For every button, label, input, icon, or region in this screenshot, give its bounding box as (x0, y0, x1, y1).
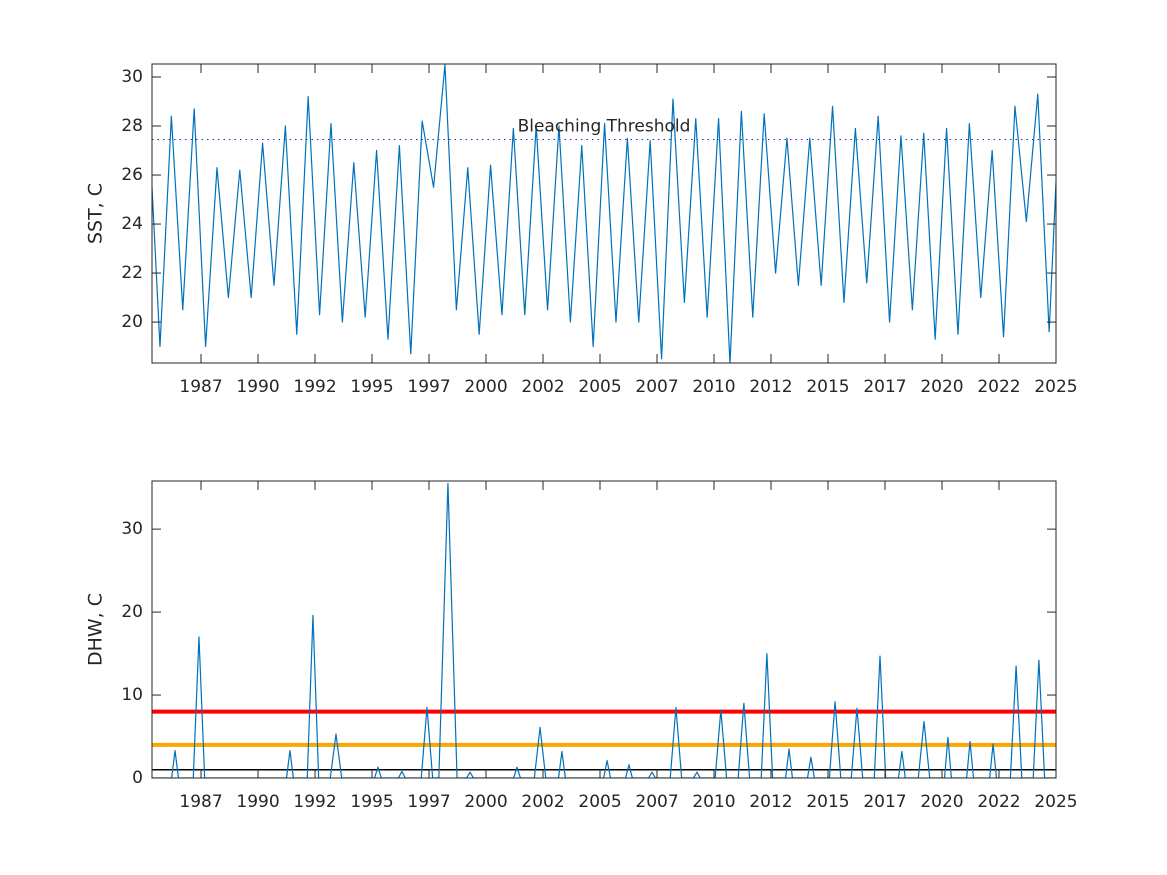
x-tick-label: 2020 (920, 377, 963, 397)
x-tick-label: 2022 (977, 792, 1020, 812)
y-tick-label: 0 (132, 768, 143, 788)
x-tick-label: 1995 (350, 792, 393, 812)
x-tick-label: 1997 (407, 792, 450, 812)
y-tick-label: 20 (121, 312, 143, 332)
x-tick-label: 2012 (749, 792, 792, 812)
y-tick-label: 28 (121, 116, 143, 136)
x-tick-label: 1990 (236, 377, 279, 397)
x-tick-label: 1987 (179, 377, 222, 397)
x-tick-label: 1987 (179, 792, 222, 812)
x-tick-label: 1997 (407, 377, 450, 397)
plot-area (152, 482, 1056, 778)
x-tick-label: 2022 (977, 377, 1020, 397)
annotation: Bleaching Threshold (518, 116, 691, 136)
x-tick-label: 2007 (635, 377, 678, 397)
axes-box (151, 480, 1057, 779)
y-tick-label: 26 (121, 165, 143, 185)
y-axis-label: SST, C (85, 183, 107, 244)
x-tick-label: 2012 (749, 377, 792, 397)
x-tick-label: 2000 (464, 377, 507, 397)
y-tick-label: 10 (121, 685, 143, 705)
x-tick-label: 2005 (578, 792, 621, 812)
x-tick-label: 2020 (920, 792, 963, 812)
x-tick-label: 2007 (635, 792, 678, 812)
x-tick-label: 2015 (806, 792, 849, 812)
x-tick-label: 2010 (692, 377, 735, 397)
data-line (152, 482, 1056, 778)
x-tick-label: 1992 (293, 377, 336, 397)
x-tick-label: 2015 (806, 377, 849, 397)
y-tick-label: 20 (121, 602, 143, 622)
x-tick-label: 2000 (464, 792, 507, 812)
x-tick-label: 2005 (578, 377, 621, 397)
axes-box (151, 63, 1057, 364)
x-tick-label: 2010 (692, 792, 735, 812)
y-tick-label: 30 (121, 519, 143, 539)
x-tick-label: 2002 (521, 377, 564, 397)
plot-area (152, 64, 1056, 363)
x-tick-label: 2017 (863, 377, 906, 397)
y-tick-label: 22 (121, 263, 143, 283)
x-tick-label: 1995 (350, 377, 393, 397)
x-tick-label: 1990 (236, 792, 279, 812)
x-tick-label: 1992 (293, 792, 336, 812)
data-line (152, 64, 1056, 363)
x-tick-label: 2025 (1034, 792, 1077, 812)
x-tick-label: 2002 (521, 792, 564, 812)
y-tick-label: 30 (121, 67, 143, 87)
y-axis-label: DHW, C (85, 593, 107, 666)
x-tick-label: 2025 (1034, 377, 1077, 397)
x-tick-label: 2017 (863, 792, 906, 812)
y-tick-label: 24 (121, 214, 143, 234)
